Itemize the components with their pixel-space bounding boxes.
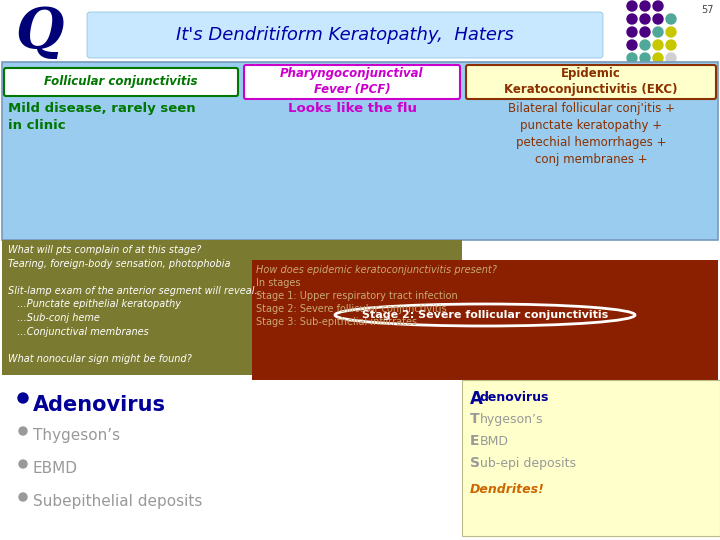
Text: S: S xyxy=(470,456,480,470)
Text: 57: 57 xyxy=(701,5,714,15)
Text: hygeson’s: hygeson’s xyxy=(480,413,544,426)
Text: In stages: In stages xyxy=(256,278,300,288)
Circle shape xyxy=(627,27,637,37)
Text: Stage 2: Severe follicular conjunctivitis: Stage 2: Severe follicular conjunctiviti… xyxy=(256,304,446,314)
Text: Stage 3: Sub-epithelial infiltrates: Stage 3: Sub-epithelial infiltrates xyxy=(256,317,417,327)
Circle shape xyxy=(653,27,663,37)
Text: T: T xyxy=(470,412,480,426)
Text: Subepithelial deposits: Subepithelial deposits xyxy=(33,494,202,509)
Circle shape xyxy=(627,53,637,63)
Text: It's Dendritiform Keratopathy,  Haters: It's Dendritiform Keratopathy, Haters xyxy=(176,26,514,44)
Text: denovirus: denovirus xyxy=(480,391,549,404)
Text: What will pts complain of at this stage?
Tearing, foreign-body sensation, photop: What will pts complain of at this stage?… xyxy=(8,245,264,364)
Text: Mild disease, rarely seen
in clinic: Mild disease, rarely seen in clinic xyxy=(8,102,196,132)
Text: EBMD: EBMD xyxy=(33,461,78,476)
Text: Bilateral follicular conj'itis +
punctate keratopathy +
petechial hemorrhages +
: Bilateral follicular conj'itis + punctat… xyxy=(508,102,675,166)
FancyBboxPatch shape xyxy=(2,240,462,375)
Circle shape xyxy=(640,1,650,11)
Text: A: A xyxy=(470,390,483,408)
Circle shape xyxy=(653,53,663,63)
Circle shape xyxy=(653,40,663,50)
Circle shape xyxy=(666,14,676,24)
Circle shape xyxy=(640,40,650,50)
FancyBboxPatch shape xyxy=(2,62,718,240)
Text: Pharyngoconjunctival
Fever (PCF): Pharyngoconjunctival Fever (PCF) xyxy=(280,68,424,97)
Text: E: E xyxy=(470,434,480,448)
Circle shape xyxy=(653,1,663,11)
Text: Dendrites!: Dendrites! xyxy=(470,483,545,496)
FancyBboxPatch shape xyxy=(462,380,720,536)
Circle shape xyxy=(666,53,676,63)
FancyBboxPatch shape xyxy=(4,68,238,96)
Text: Epidemic
Keratoconjunctivitis (EKC): Epidemic Keratoconjunctivitis (EKC) xyxy=(504,68,678,97)
Circle shape xyxy=(666,27,676,37)
Circle shape xyxy=(666,40,676,50)
Text: Looks like the flu: Looks like the flu xyxy=(287,102,416,115)
Circle shape xyxy=(640,53,650,63)
Circle shape xyxy=(19,493,27,501)
Text: ub-epi deposits: ub-epi deposits xyxy=(480,457,576,470)
Text: Adenovirus: Adenovirus xyxy=(33,395,166,415)
Text: Q: Q xyxy=(15,5,63,60)
FancyBboxPatch shape xyxy=(244,65,460,99)
Circle shape xyxy=(640,14,650,24)
Circle shape xyxy=(640,27,650,37)
Circle shape xyxy=(627,1,637,11)
FancyBboxPatch shape xyxy=(252,260,718,380)
Text: Thygeson’s: Thygeson’s xyxy=(33,428,120,443)
Text: How does epidemic keratoconjunctivitis present?: How does epidemic keratoconjunctivitis p… xyxy=(256,265,497,275)
Text: Stage 2: Severe follicular conjunctivitis: Stage 2: Severe follicular conjunctiviti… xyxy=(362,310,608,320)
Text: Follicular conjunctivitis: Follicular conjunctivitis xyxy=(44,76,198,89)
Text: Stage 1: Upper respiratory tract infection: Stage 1: Upper respiratory tract infecti… xyxy=(256,291,458,301)
FancyBboxPatch shape xyxy=(87,12,603,58)
Text: BMD: BMD xyxy=(480,435,509,448)
Circle shape xyxy=(19,427,27,435)
Circle shape xyxy=(627,14,637,24)
Circle shape xyxy=(627,40,637,50)
FancyBboxPatch shape xyxy=(466,65,716,99)
Circle shape xyxy=(18,393,28,403)
Circle shape xyxy=(653,14,663,24)
Circle shape xyxy=(19,460,27,468)
